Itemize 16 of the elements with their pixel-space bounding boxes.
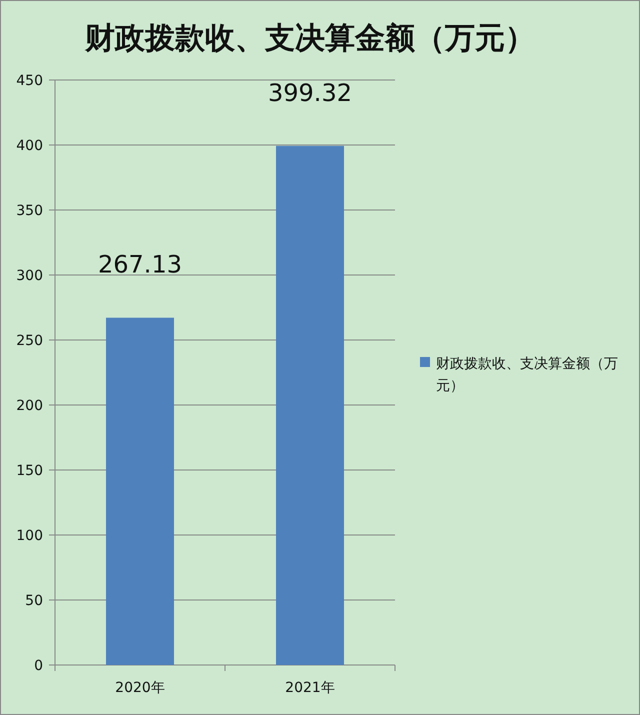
- x-tick-label: 2021年: [285, 680, 335, 696]
- legend-label: 财政拨款收、支决算金额（万元）: [436, 356, 618, 394]
- data-label: 399.32: [268, 78, 352, 107]
- y-tick-label: 100: [16, 528, 43, 544]
- y-tick-label: 400: [16, 138, 43, 154]
- y-tick-label: 450: [16, 73, 43, 89]
- y-tick-label: 250: [16, 333, 43, 349]
- y-tick-label: 300: [16, 268, 43, 284]
- y-tick-label: 150: [16, 463, 43, 479]
- data-label: 267.13: [98, 250, 182, 279]
- y-tick-label: 200: [16, 398, 43, 414]
- y-tick-label: 350: [16, 203, 43, 219]
- chart-title: 财政拨款收、支决算金额（万元）: [84, 21, 535, 56]
- y-tick-label: 50: [25, 593, 43, 609]
- x-tick-label: 2020年: [115, 680, 165, 696]
- y-tick-label: 0: [34, 658, 43, 674]
